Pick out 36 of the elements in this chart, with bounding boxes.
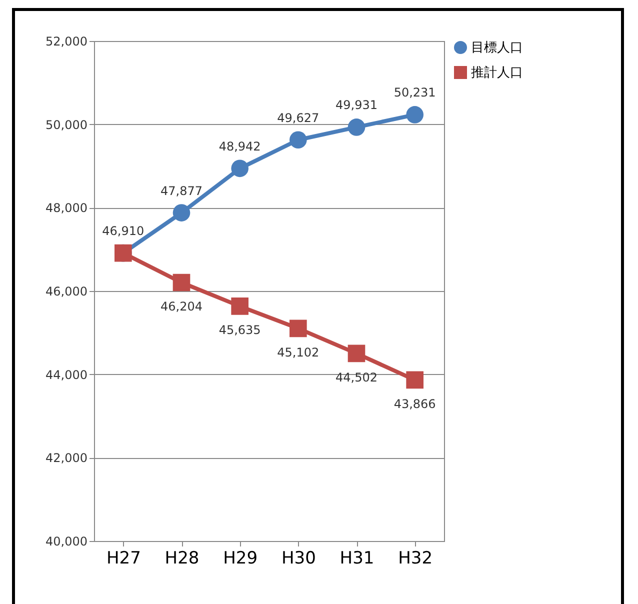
y-tick-label: 44,000 xyxy=(46,368,88,382)
x-tick-label: H28 xyxy=(164,548,200,568)
point xyxy=(290,320,307,338)
x-tick-label: H32 xyxy=(398,548,433,568)
point xyxy=(172,274,190,292)
point xyxy=(231,160,248,178)
x-tick-label: H27 xyxy=(106,548,141,568)
point xyxy=(231,298,248,315)
y-tick-label: 48,000 xyxy=(46,201,88,216)
y-tick-label: 40,000 xyxy=(46,534,88,548)
data-label: 50,231 xyxy=(394,86,436,100)
y-tick-label: 50,000 xyxy=(46,118,88,132)
y-tick-label: 42,000 xyxy=(46,451,88,466)
legend-label: 目標人口 xyxy=(471,40,523,56)
data-label: 45,635 xyxy=(218,323,261,338)
data-label: 45,102 xyxy=(277,345,320,360)
point xyxy=(406,371,424,389)
y-tick-label: 46,000 xyxy=(46,284,88,298)
data-label: 48,942 xyxy=(218,139,261,154)
data-label: 43,866 xyxy=(394,396,436,411)
point xyxy=(348,118,366,136)
point xyxy=(348,344,366,362)
data-label: 49,931 xyxy=(336,98,378,112)
data-label: 44,502 xyxy=(336,370,378,384)
point xyxy=(172,204,190,222)
x-tick-label: H30 xyxy=(281,548,316,568)
x-tick-label: H31 xyxy=(340,548,374,568)
data-label: 46,910 xyxy=(102,224,144,238)
legend-label: 推計人口 xyxy=(471,66,523,80)
y-tick-label: 52,000 xyxy=(46,34,88,48)
point xyxy=(406,106,424,124)
data-label: 49,627 xyxy=(277,110,320,125)
data-label: 46,204 xyxy=(160,300,202,314)
x-tick-label: H29 xyxy=(223,548,258,568)
data-label: 47,877 xyxy=(160,184,202,198)
point xyxy=(290,131,307,149)
